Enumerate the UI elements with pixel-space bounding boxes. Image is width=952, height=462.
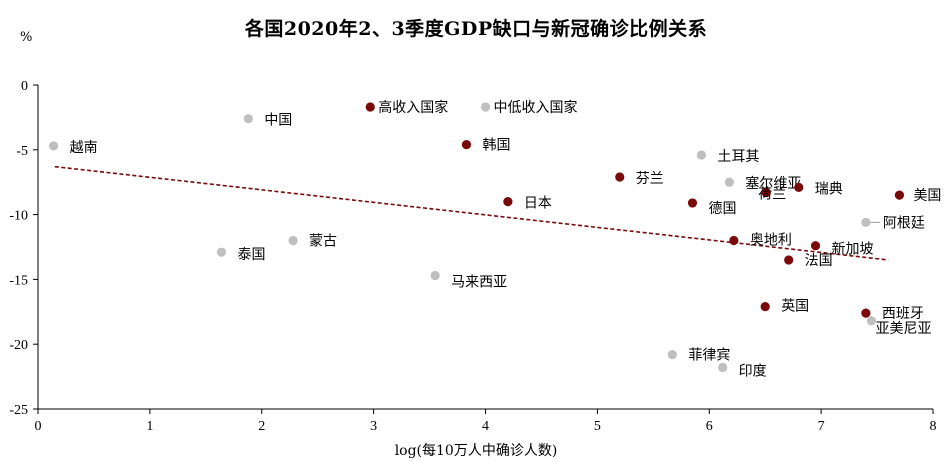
x-tick-label: 3 xyxy=(370,419,377,434)
y-tick-label: -15 xyxy=(9,273,28,288)
data-point xyxy=(760,302,770,312)
data-point xyxy=(784,255,794,265)
data-point-label: 土耳其 xyxy=(717,149,759,165)
x-tick-label: 4 xyxy=(482,419,489,434)
data-point-label: 荷兰 xyxy=(758,187,786,203)
data-point-label: 中国 xyxy=(264,113,292,129)
x-tick-label: 7 xyxy=(818,419,825,434)
data-point xyxy=(861,217,871,227)
data-point-label: 芬兰 xyxy=(636,171,664,187)
data-point-label: 奥地利 xyxy=(750,232,792,249)
data-point-label: 德国 xyxy=(708,201,736,217)
data-point xyxy=(503,197,513,207)
y-tick-label: -25 xyxy=(9,403,28,418)
x-axis-label: log(每10万人中确诊人数) xyxy=(394,443,558,459)
data-point-label: 菲律宾 xyxy=(688,348,730,364)
y-axis-label: % xyxy=(20,30,33,45)
y-tick-label: 0 xyxy=(21,79,28,94)
data-point-label: 韩国 xyxy=(482,138,510,154)
chart-title: 各国2020年2、3季度GDP缺口与新冠确诊比例关系 xyxy=(244,18,708,40)
data-point xyxy=(696,150,707,160)
data-point-label: 法国 xyxy=(805,253,833,269)
data-point xyxy=(729,235,739,246)
x-tick-label: 8 xyxy=(930,419,937,434)
data-point-label: 美国 xyxy=(913,188,941,204)
x-tick-label: 5 xyxy=(594,419,601,434)
data-point-label: 英国 xyxy=(781,298,809,315)
data-point xyxy=(894,190,905,200)
data-point-label: 亚美尼亚 xyxy=(875,321,931,337)
data-point-label: 瑞典 xyxy=(815,181,843,197)
data-point xyxy=(718,362,728,373)
data-point-label: 阿根廷 xyxy=(883,215,925,231)
data-point xyxy=(724,177,734,187)
data-point-label: 日本 xyxy=(524,196,552,212)
data-point xyxy=(810,241,821,251)
data-point xyxy=(687,198,698,208)
data-point xyxy=(667,349,677,360)
x-tick-label: 6 xyxy=(706,419,713,434)
data-point xyxy=(861,308,871,318)
x-tick-label: 1 xyxy=(146,419,153,434)
data-point xyxy=(866,316,877,326)
data-point-label: 高收入国家 xyxy=(378,99,448,116)
data-point-label: 蒙古 xyxy=(309,234,337,250)
data-point xyxy=(480,102,491,112)
trend-line xyxy=(54,165,889,261)
y-tick-label: -5 xyxy=(16,144,28,159)
data-point xyxy=(49,141,59,151)
data-point xyxy=(365,102,375,112)
data-point-label: 印度 xyxy=(739,364,767,380)
x-tick-label: 0 xyxy=(35,419,42,434)
data-point xyxy=(461,140,472,150)
y-tick-label: -10 xyxy=(9,209,28,224)
data-point-label: 泰国 xyxy=(237,247,265,263)
data-point-label: 新加坡 xyxy=(832,242,874,258)
data-point xyxy=(216,247,227,257)
data-point xyxy=(761,187,771,198)
data-point-label: 塞尔维亚 xyxy=(745,175,801,192)
x-tick-label: 2 xyxy=(258,419,265,434)
data-point xyxy=(430,270,440,281)
y-tick-label: -20 xyxy=(9,338,28,353)
data-point xyxy=(243,114,253,124)
data-point-label: 西班牙 xyxy=(882,306,924,322)
data-point-label: 马来西亚 xyxy=(451,275,507,291)
data-point-label: 越南 xyxy=(70,140,98,156)
data-point xyxy=(615,172,625,182)
data-point xyxy=(288,235,298,246)
data-point xyxy=(794,182,804,192)
data-point-label: 中低收入国家 xyxy=(494,99,578,116)
